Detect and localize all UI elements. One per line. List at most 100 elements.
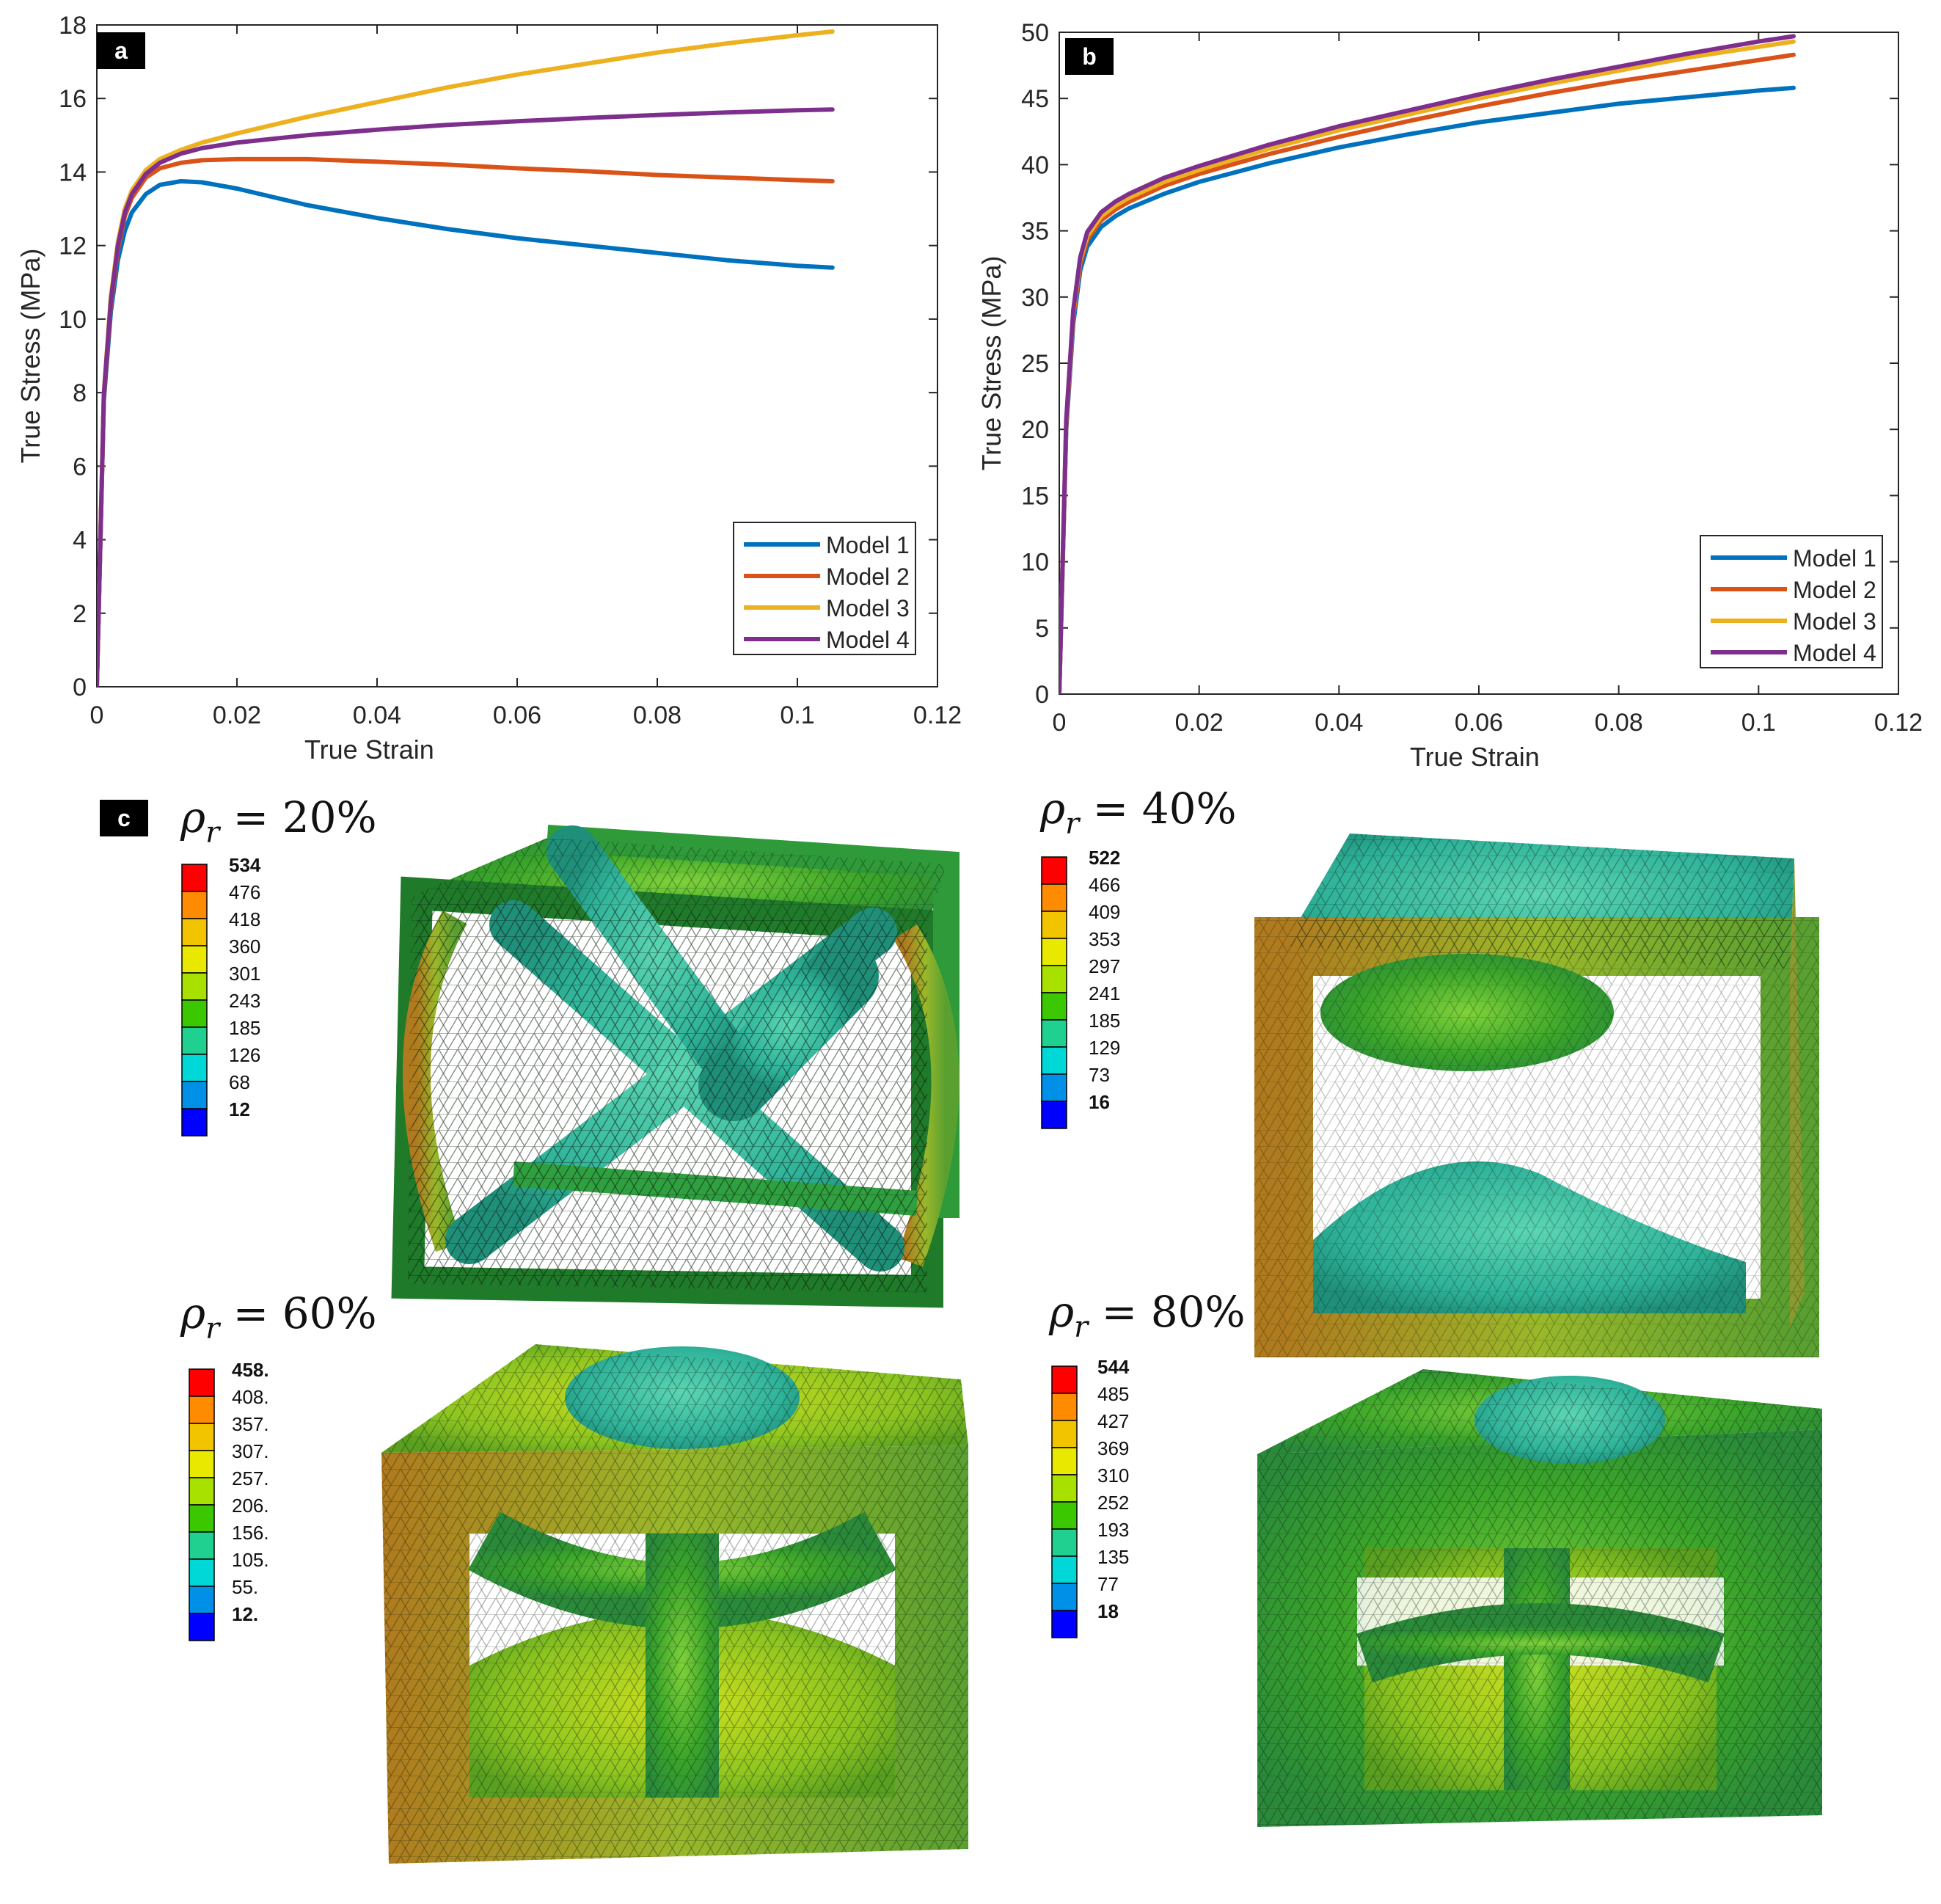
colorbar-label: 55. <box>232 1576 258 1598</box>
colorbar-label: 16 <box>1089 1091 1110 1113</box>
colorbar-label: 156. <box>232 1522 269 1544</box>
colorbar-label: 73 <box>1089 1064 1110 1086</box>
x-tick-label: 0 <box>90 701 104 729</box>
panel-b-badge <box>1065 38 1114 75</box>
legend-label: Model 1 <box>1793 545 1876 572</box>
colorbar-label: 12 <box>229 1098 250 1120</box>
x-tick-label: 0.1 <box>1741 709 1776 737</box>
colorbar-label: 243 <box>229 990 260 1012</box>
legend-label: Model 2 <box>826 563 910 590</box>
y-tick-label: 2 <box>73 600 87 628</box>
x-tick-label: 0 <box>1053 709 1067 737</box>
panel-b-label: b <box>1082 43 1097 70</box>
y-tick-label: 5 <box>1035 615 1049 643</box>
colorbar-segment <box>181 864 208 892</box>
y-tick-label: 35 <box>1021 218 1049 246</box>
stress-colorbar-80: 544 485 427 369 310 252 193 135 77 18 <box>1051 1356 1130 1638</box>
colorbar-label: 418 <box>229 908 260 930</box>
series-group-b <box>1059 34 1796 694</box>
colorbar-segment <box>1051 1420 1078 1448</box>
colorbar-segment <box>181 1081 208 1109</box>
x-tick-label: 0.04 <box>353 701 401 729</box>
y-tick-label: 0 <box>1035 681 1049 709</box>
colorbar-segment <box>189 1477 215 1506</box>
colorbar-label: 353 <box>1089 928 1120 950</box>
colorbar-segment <box>189 1423 215 1451</box>
colorbar-segment <box>181 945 208 974</box>
colorbar-segment <box>1051 1610 1078 1638</box>
y-tick-label: 10 <box>1021 549 1049 577</box>
chart-panel-a: 0 0.02 0.04 0.06 0.08 0.1 0.12024681012141618 … <box>15 12 962 765</box>
colorbar-label: 466 <box>1089 874 1120 896</box>
colorbar-label: 408. <box>232 1386 269 1408</box>
colorbar-label: 105. <box>232 1549 269 1571</box>
ticks-b: 0 0.02 0.04 0.06 0.08 0.1 0.12 0 5 10 15 20 25 30 35 40… <box>1021 19 1923 737</box>
colorbar-segment <box>1041 883 1067 912</box>
colorbar-segment <box>181 891 208 919</box>
colorbar-segment <box>189 1531 215 1560</box>
legend-label: Model 1 <box>826 532 910 558</box>
colorbar-label: 135 <box>1097 1546 1129 1568</box>
x-tick-label: 0.02 <box>213 701 261 729</box>
y-tick-label: 16 <box>59 85 87 113</box>
colorbar-label: 427 <box>1097 1410 1129 1432</box>
chart-panel-b: 0 0.02 0.04 0.06 0.08 0.1 0.12 0 5 10 15 20 25 30 35 40… <box>976 19 1923 772</box>
density-title-40: ρr = 40% <box>1039 784 1237 841</box>
y-axis-label-a: True Stress (MPa) <box>15 249 45 464</box>
y-axis-label-b: True Stress (MPa) <box>976 256 1006 471</box>
x-axis-label-a: True Strain <box>304 734 434 765</box>
colorbar-segment <box>189 1368 215 1397</box>
y-tick-label: 0 <box>73 674 87 701</box>
colorbar-segment <box>1051 1474 1078 1503</box>
colorbar-segment <box>189 1504 215 1533</box>
colorbar-segment <box>1041 992 1067 1021</box>
colorbar-segment <box>1041 1046 1067 1075</box>
colorbar-label: 12. <box>232 1603 258 1625</box>
colorbar-label: 544 <box>1097 1356 1130 1378</box>
colorbar-label: 206. <box>232 1495 269 1517</box>
colorbar-label: 357. <box>232 1413 269 1435</box>
colorbar-segment <box>1041 938 1067 966</box>
colorbar-segment <box>1041 1101 1067 1129</box>
x-tick-label: 0.08 <box>1595 709 1643 737</box>
x-tick-label: 0.12 <box>1874 709 1923 737</box>
colorbar-segment <box>1051 1528 1078 1557</box>
legend-label: Model 4 <box>1793 640 1876 666</box>
colorbar-label: 185 <box>1089 1010 1120 1032</box>
colorbar-label: 252 <box>1097 1492 1129 1514</box>
x-axis-label-b: True Strain <box>1410 742 1540 772</box>
y-tick-label: 4 <box>73 527 87 555</box>
x-tick-label: 0.12 <box>913 701 962 729</box>
y-tick-label: 20 <box>1021 416 1049 444</box>
colorbar-segment <box>1051 1393 1078 1421</box>
colorbar-segment <box>181 1026 208 1055</box>
colorbar-label: 18 <box>1097 1600 1119 1622</box>
colorbar-segment <box>181 1054 208 1082</box>
panel-a-badge <box>97 32 145 69</box>
colorbar-segment <box>189 1396 215 1424</box>
colorbar-label: 522 <box>1089 847 1120 869</box>
colorbar-segment <box>181 999 208 1028</box>
colorbar-label: 241 <box>1089 982 1120 1004</box>
colorbar-segment <box>1041 856 1067 885</box>
colorbar-label: 129 <box>1089 1037 1120 1059</box>
colorbar-label: 534 <box>229 854 261 876</box>
colorbar-segment <box>181 972 208 1001</box>
stress-colorbar-20: 534 476 418 360 301 243 185 126 68 12 <box>181 854 261 1137</box>
colorbar-label: 68 <box>229 1071 250 1093</box>
colorbar-label: 301 <box>229 963 260 985</box>
colorbar-label: 193 <box>1097 1519 1129 1541</box>
density-title-60: ρr = 60% <box>180 1288 377 1346</box>
y-tick-label: 8 <box>73 379 87 407</box>
y-tick-label: 12 <box>59 233 87 260</box>
y-tick-label: 6 <box>73 453 87 481</box>
colorbar-segment <box>1051 1555 1078 1584</box>
panel-c-label: c <box>117 805 131 831</box>
lattice-render-20 <box>391 825 959 1308</box>
colorbar-segment <box>1051 1501 1078 1530</box>
colorbar-segment <box>189 1613 215 1641</box>
panel-c-badge <box>100 800 148 836</box>
colorbar-label: 458. <box>232 1359 269 1381</box>
colorbar-label: 310 <box>1097 1465 1129 1487</box>
